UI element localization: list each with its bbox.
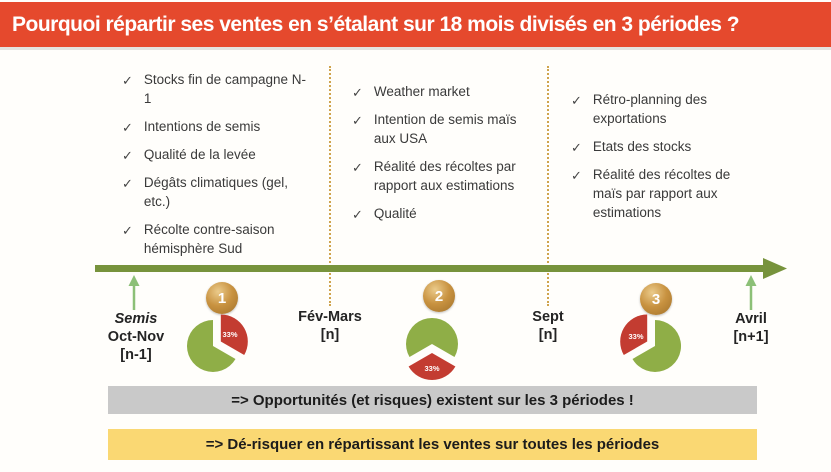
- list-item: ✓ Intentions de semis: [122, 117, 310, 136]
- timeline-arrow: [95, 258, 787, 310]
- list-item-text: Récolte contre-saison hémisphère Sud: [143, 222, 275, 256]
- milestone-line: [n-1]: [120, 347, 152, 363]
- period-number: 1: [217, 289, 227, 307]
- conclusion-banner-yellow: => Dé-risquer en répartissant les ventes…: [108, 429, 757, 460]
- dotted-divider-1: [329, 66, 331, 306]
- check-icon: ✓: [352, 160, 363, 175]
- list-item-text: Dégâts climatiques (gel, etc.): [143, 175, 288, 209]
- up-arrow-avril: [745, 275, 757, 310]
- milestone-label-fev-mars: Fév-Mars [n]: [298, 308, 362, 344]
- list-item: ✓ Qualité de la levée: [122, 145, 310, 164]
- up-arrow-semis: [128, 275, 140, 310]
- milestone-label-sept: Sept [n]: [532, 308, 563, 344]
- pie-slice-green: [186, 320, 236, 372]
- pie-slice-red: [620, 314, 648, 355]
- list-item: ✓ Récolte contre-saison hémisphère Sud: [122, 220, 310, 258]
- conclusion-text: => Opportunités (et risques) existent su…: [231, 391, 634, 409]
- list-item: ✓ Weather market: [352, 82, 530, 101]
- list-item: ✓ Intention de semis maïs aux USA: [352, 110, 530, 148]
- pie-percentage-label: 33%: [424, 364, 439, 373]
- check-icon: ✓: [571, 168, 582, 183]
- list-item-text: Etats des stocks: [592, 139, 692, 154]
- milestone-line: [n]: [320, 327, 340, 343]
- period-number: 3: [651, 290, 661, 308]
- list-item: ✓ Rétro-planning des exportations: [571, 90, 749, 128]
- list-item: ✓ Dégâts climatiques (gel, etc.): [122, 173, 310, 211]
- pie-slice-red: [220, 314, 248, 355]
- pie-slice-green: [406, 317, 458, 357]
- slide-title-banner: Pourquoi répartir ses ventes en s’étalan…: [0, 2, 831, 47]
- list-item: ✓ Etats des stocks: [571, 137, 749, 156]
- list-item-text: Qualité: [373, 206, 417, 221]
- list-item-text: Réalité des récoltes de maïs par rapport…: [592, 167, 731, 220]
- pie-percentage-label: 33%: [222, 330, 237, 339]
- checklist-period-3: ✓ Rétro-planning des exportations ✓ Etat…: [571, 90, 749, 231]
- milestone-line: Semis: [114, 311, 158, 327]
- list-item-text: Qualité de la levée: [143, 147, 256, 162]
- check-icon: ✓: [352, 113, 363, 128]
- milestone-line: [n+1]: [733, 329, 769, 345]
- list-item-text: Stocks fin de campagne N-1: [143, 72, 306, 106]
- pie-chart-period-3: 33%: [620, 314, 682, 372]
- check-icon: ✓: [122, 176, 133, 191]
- check-icon: ✓: [352, 85, 363, 100]
- list-item: ✓ Réalité des récoltes de maïs par rappo…: [571, 165, 749, 222]
- pie-chart-period-1: 33%: [186, 314, 248, 372]
- check-icon: ✓: [352, 207, 363, 222]
- milestone-label-avril: Avril [n+1]: [733, 310, 768, 346]
- milestone-line: [n]: [538, 327, 558, 343]
- period-number: 2: [434, 287, 444, 305]
- check-icon: ✓: [571, 140, 582, 155]
- milestone-line: Sept: [532, 309, 564, 325]
- milestone-line: Oct-Nov: [107, 329, 165, 345]
- milestone-line: Avril: [735, 311, 767, 327]
- check-icon: ✓: [122, 120, 133, 135]
- list-item: ✓ Qualité: [352, 204, 530, 223]
- conclusion-text: => Dé-risquer en répartissant les ventes…: [205, 436, 660, 453]
- period-badge-1: 1: [206, 282, 238, 314]
- checklist-period-1: ✓ Stocks fin de campagne N-1 ✓ Intention…: [122, 70, 310, 267]
- pie-chart-period-2: 33%: [406, 317, 458, 381]
- list-item: ✓ Stocks fin de campagne N-1: [122, 70, 310, 108]
- list-item-text: Intentions de semis: [143, 119, 261, 134]
- milestone-line: Fév-Mars: [298, 309, 362, 325]
- check-icon: ✓: [122, 223, 133, 238]
- period-badge-3: 3: [640, 283, 672, 315]
- list-item-text: Weather market: [373, 84, 470, 99]
- timeline-arrowhead: [763, 258, 787, 279]
- list-item-text: Intention de semis maïs aux USA: [373, 112, 517, 146]
- list-item-text: Réalité des récoltes par rapport aux est…: [373, 159, 516, 193]
- check-icon: ✓: [571, 93, 582, 108]
- check-icon: ✓: [122, 148, 133, 163]
- checklist-period-2: ✓ Weather market ✓ Intention de semis ma…: [352, 82, 530, 232]
- pie-percentage-label: 33%: [628, 332, 643, 341]
- check-icon: ✓: [122, 73, 133, 88]
- conclusion-banner-gray: => Opportunités (et risques) existent su…: [108, 386, 757, 414]
- milestone-label-semis: Semis Oct-Nov [n-1]: [108, 310, 164, 364]
- pie-slice-red: [408, 353, 456, 381]
- dotted-divider-2: [547, 66, 549, 306]
- list-item: ✓ Réalité des récoltes par rapport aux e…: [352, 157, 530, 195]
- pie-slice-green: [632, 320, 682, 372]
- page-title: Pourquoi répartir ses ventes en s’étalan…: [12, 12, 740, 36]
- period-badge-2: 2: [423, 280, 455, 312]
- list-item-text: Rétro-planning des exportations: [592, 92, 707, 126]
